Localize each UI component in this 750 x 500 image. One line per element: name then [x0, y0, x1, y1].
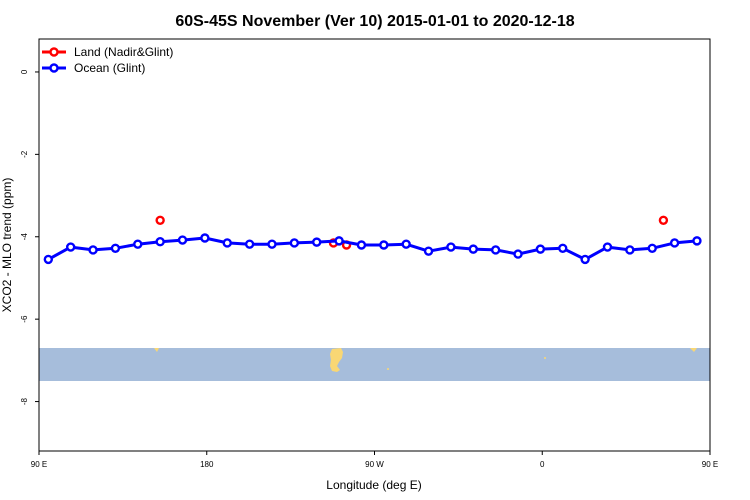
- series-layer: [43, 215, 702, 265]
- data-point-ocean: [334, 236, 344, 246]
- legend-marker-land: [49, 47, 59, 57]
- data-point-ocean: [647, 243, 657, 253]
- data-point-ocean: [155, 237, 165, 247]
- data-point-ocean: [43, 254, 54, 265]
- land-east: [690, 348, 697, 352]
- legend-marker-ocean: [49, 63, 59, 73]
- data-point-ocean: [558, 243, 568, 253]
- y-tick-label: 0: [20, 69, 29, 74]
- data-point-ocean: [312, 237, 322, 247]
- y-axis-label: XCO2 - MLO trend (ppm): [0, 178, 14, 313]
- data-point-ocean: [513, 249, 523, 259]
- land-island: [544, 357, 546, 359]
- data-point-ocean: [65, 242, 76, 252]
- land-patagonia: [330, 348, 343, 372]
- data-point-ocean: [625, 245, 635, 255]
- data-point-ocean: [356, 240, 367, 250]
- data-point-ocean: [490, 245, 501, 255]
- x-tick-label: 90 W: [365, 460, 384, 469]
- ocean-band: [39, 348, 710, 381]
- data-point-ocean: [267, 239, 277, 249]
- map-strip: [39, 348, 710, 381]
- data-point-ocean: [468, 244, 478, 254]
- data-point-ocean: [110, 243, 121, 253]
- x-axis-label: Longitude (deg E): [326, 478, 421, 492]
- legend-label-ocean: Ocean (Glint): [74, 61, 145, 75]
- data-point-ocean: [88, 245, 98, 255]
- y-axis: 0 -2 -4 -6 -8: [20, 69, 39, 405]
- data-point-land: [658, 215, 669, 225]
- x-tick-label: 90 E: [702, 460, 718, 469]
- y-tick-label: -8: [20, 397, 29, 405]
- y-tick-label: -2: [20, 150, 29, 158]
- series-line-ocean: [47, 236, 698, 261]
- data-point-ocean: [200, 233, 210, 243]
- x-tick-label: 180: [200, 460, 214, 469]
- data-point-ocean: [669, 238, 680, 248]
- data-point-ocean: [244, 239, 255, 249]
- x-tick-label: 0: [540, 460, 545, 469]
- data-point-ocean: [379, 240, 389, 250]
- data-point-ocean: [133, 239, 143, 249]
- data-point-ocean: [535, 244, 546, 254]
- data-point-ocean: [446, 242, 456, 252]
- y-tick-label: -4: [20, 233, 29, 241]
- legend: Land (Nadir&Glint) Ocean (Glint): [42, 45, 173, 75]
- land-island: [387, 368, 389, 370]
- data-point-ocean: [401, 239, 411, 249]
- chart-title: 60S-45S November (Ver 10) 2015-01-01 to …: [175, 13, 574, 30]
- data-point-ocean: [602, 242, 613, 252]
- data-point-ocean: [177, 235, 188, 245]
- data-point-ocean: [222, 238, 232, 248]
- data-point-land: [155, 215, 165, 225]
- land-new-zealand: [154, 348, 159, 352]
- x-tick-label: 90 E: [31, 460, 47, 469]
- data-point-ocean: [289, 238, 300, 248]
- data-point-ocean: [692, 236, 702, 246]
- y-tick-label: -6: [20, 315, 29, 323]
- data-point-ocean: [580, 254, 590, 265]
- legend-label-land: Land (Nadir&Glint): [74, 45, 173, 59]
- data-point-ocean: [423, 246, 434, 256]
